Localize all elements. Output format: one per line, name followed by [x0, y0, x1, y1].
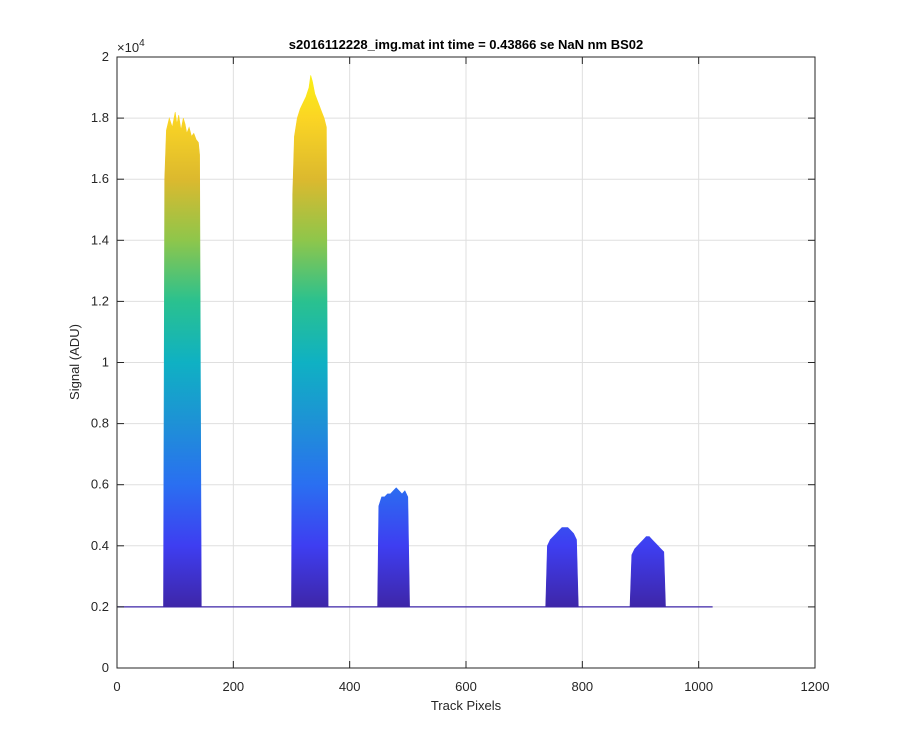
y-exponent-base: ×10: [117, 40, 139, 55]
signal-fills: [163, 75, 666, 608]
y-tick-label: 0.2: [91, 599, 109, 614]
signal-peak-1: [163, 111, 202, 608]
signal-peak-5: [629, 536, 666, 608]
y-tick-label: 0: [102, 660, 109, 675]
grid: [117, 57, 815, 668]
y-tick-label: 0.4: [91, 538, 109, 553]
y-tick-label: 0.8: [91, 416, 109, 431]
x-tick-label: 200: [222, 679, 244, 694]
y-tick-label: 1.2: [91, 293, 109, 308]
y-tick-label: 1: [102, 355, 109, 370]
y-axis-label: Signal (ADU): [67, 324, 82, 400]
axes: [116, 56, 816, 669]
x-tick-labels: 0 200 400 600 800 1000 1200: [113, 679, 829, 694]
x-tick-label: 0: [113, 679, 120, 694]
x-tick-label: 1200: [801, 679, 830, 694]
x-tick-label: 800: [571, 679, 593, 694]
y-tick-label: 1.6: [91, 171, 109, 186]
y-tick-label: 1.4: [91, 232, 109, 247]
signal-peak-3: [377, 487, 410, 608]
y-exponent-label: ×104: [117, 38, 145, 55]
x-tick-label: 1000: [684, 679, 713, 694]
signal-peak-4: [545, 527, 579, 608]
y-tick-label: 1.8: [91, 110, 109, 125]
y-exponent-power: 4: [139, 38, 145, 49]
signal-peak-2: [291, 75, 329, 608]
chart-title: s2016112228_img.mat int time = 0.43866 s…: [289, 37, 643, 52]
y-tick-label: 2: [102, 49, 109, 64]
x-axis-label: Track Pixels: [431, 698, 502, 713]
x-tick-label: 600: [455, 679, 477, 694]
x-tick-label: 400: [339, 679, 361, 694]
y-tick-label: 0.6: [91, 477, 109, 492]
y-tick-labels: 0 0.2 0.4 0.6 0.8 1 1.2 1.4 1.6 1.8 2: [91, 49, 109, 675]
